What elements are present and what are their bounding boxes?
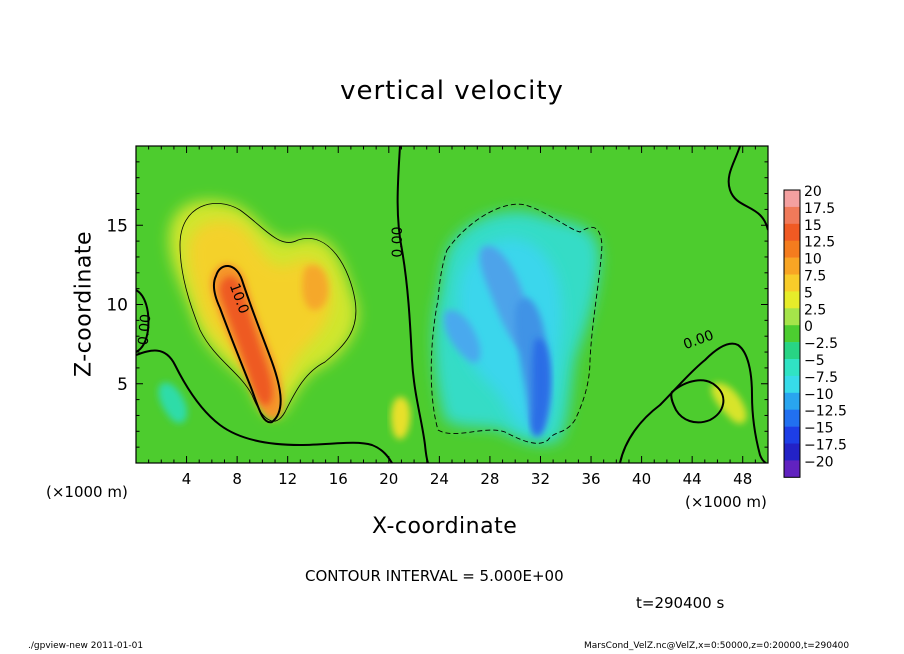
colorbar-swatch <box>784 223 800 241</box>
colorbar-swatch <box>784 409 800 427</box>
footer-right: MarsCond_VelZ.nc@VelZ,x=0:50000,z=0:2000… <box>584 641 850 651</box>
colorbar-swatch <box>784 308 800 326</box>
colorbar-swatch <box>784 190 800 208</box>
contour-minus5 <box>430 203 603 444</box>
colorbar-swatch <box>784 443 800 461</box>
colorbar-swatch <box>784 342 800 360</box>
contour-0-right <box>619 342 767 463</box>
y-tick-label: 10 <box>106 296 128 316</box>
updraft-yellow-right <box>711 382 747 424</box>
colorbar-label: 2.5 <box>804 302 826 318</box>
downdraft-blue-left <box>444 310 481 363</box>
colorbar-label: 5 <box>804 285 813 301</box>
colorbar-label: 0 <box>804 319 813 335</box>
y-axis: 5 10 15 <box>106 161 768 448</box>
colorbar-label: −2.5 <box>804 336 838 352</box>
x-tick-label: 36 <box>581 470 600 488</box>
colorbar-swatch <box>784 359 800 377</box>
contour-label: 0.00 <box>136 313 155 345</box>
x-tick-label: 4 <box>182 470 192 488</box>
contour-0-left-edge <box>136 289 150 353</box>
colorbar-label: −17.5 <box>804 438 847 454</box>
colorbar-label: −12.5 <box>804 404 847 420</box>
updraft-red <box>219 276 273 406</box>
colorbar-swatch <box>784 375 800 394</box>
colorbar-swatch <box>784 392 800 410</box>
x-tick-label: 8 <box>232 470 242 488</box>
updraft-yellow-small <box>390 396 411 440</box>
colorbar-label: 10 <box>804 252 822 268</box>
colorbar-label: −20 <box>804 454 834 470</box>
colorbar-swatch <box>784 460 800 478</box>
x-unit-label-left: (×1000 m) <box>46 483 128 501</box>
contour-lines <box>136 146 768 463</box>
colorbar-label: 12.5 <box>804 235 835 251</box>
contour-interval: CONTOUR INTERVAL = 5.000E+00 <box>305 567 564 585</box>
colorbar: 2017.51512.5107.552.50−2.5−5−7.5−10−12.5… <box>783 184 847 478</box>
x-tick-label: 28 <box>480 470 499 488</box>
y-axis-label: Z-coordinate <box>71 231 97 377</box>
x-tick-label: 32 <box>531 470 550 488</box>
x-tick-label: 40 <box>632 470 651 488</box>
x-tick-label: 16 <box>329 470 348 488</box>
colorbar-swatch <box>784 257 800 275</box>
contour-10 <box>212 265 282 424</box>
contour-0-right-loop <box>670 379 725 424</box>
colorbar-label: −10 <box>804 387 834 403</box>
downdraft-cyan-lower-left <box>158 382 188 424</box>
time-label: t=290400 s <box>636 594 725 612</box>
x-axis: 4 8 12 16 20 24 28 32 36 40 44 48 <box>148 146 756 488</box>
colorbar-swatch <box>784 274 800 292</box>
colorbar-label: 7.5 <box>804 269 826 285</box>
contour-0-central <box>396 146 429 463</box>
x-tick-label: 20 <box>379 470 398 488</box>
contour-5-left <box>179 203 357 422</box>
x-tick-label: 24 <box>430 470 449 488</box>
y-tick-label: 15 <box>106 216 128 236</box>
contour-0-lower-left <box>136 349 393 463</box>
colorbar-swatch <box>784 206 800 225</box>
x-tick-label: 44 <box>683 470 702 488</box>
downdraft-blue-dark <box>531 338 551 437</box>
x-unit-label-right: (×1000 m) <box>685 493 767 511</box>
colorbar-swatch <box>784 291 800 309</box>
colorbar-label: −15 <box>804 421 834 437</box>
footer-left: ./gpview-new 2011-01-01 <box>28 641 144 651</box>
contour-0-top-right <box>727 146 768 231</box>
colorbar-label: 20 <box>804 184 822 200</box>
contour-label: 0.00 <box>390 226 406 257</box>
colorbar-label: 15 <box>804 218 822 234</box>
x-tick-label: 12 <box>278 470 297 488</box>
colorbar-label: 17.5 <box>804 201 835 217</box>
colorbar-frame <box>783 189 801 478</box>
updraft-yellow-core <box>188 220 331 387</box>
colorbar-swatch <box>784 325 800 343</box>
x-tick-label: 48 <box>733 470 752 488</box>
updraft-orange-secondary <box>302 264 329 311</box>
chart-title: vertical velocity <box>340 76 564 106</box>
colorbar-label: −7.5 <box>804 370 838 386</box>
velocity-field <box>136 146 768 463</box>
x-axis-label: X-coordinate <box>372 514 518 539</box>
colorbar-swatch <box>784 240 800 258</box>
colorbar-label: −5 <box>804 353 825 369</box>
colorbar-swatch <box>784 426 800 444</box>
y-tick-label: 5 <box>117 375 128 395</box>
